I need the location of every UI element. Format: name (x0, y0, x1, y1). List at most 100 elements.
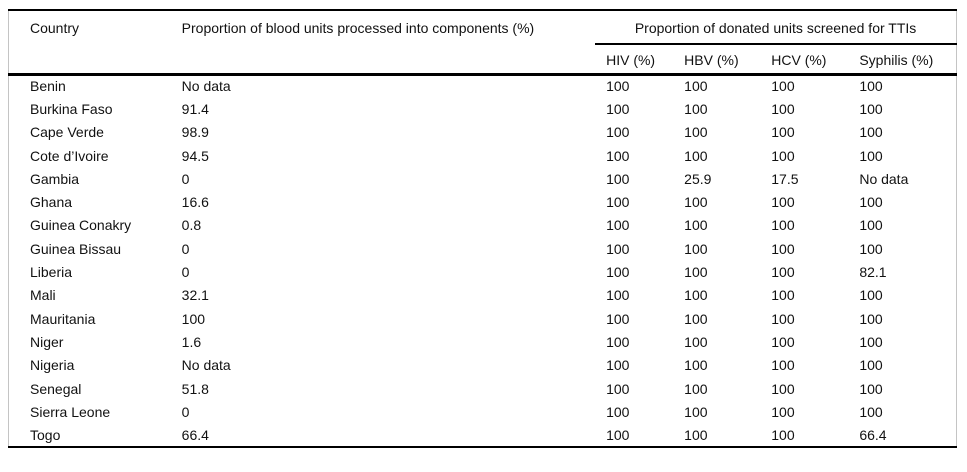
cell-country: Cote d’Ivoire (30, 147, 109, 164)
cell-components: 16.6 (181, 194, 209, 211)
cell-hcv: 100 (771, 333, 795, 350)
cell-syphilis: 82.1 (859, 264, 887, 281)
cell-components: 32.1 (181, 287, 209, 304)
header-row-top: Country Proportion of blood units proces… (8, 10, 957, 76)
cell-hbv: 100 (684, 217, 708, 234)
cell-country: Sierra Leone (30, 403, 111, 420)
page: Country Proportion of blood units proces… (0, 9, 967, 472)
cell-hiv: 100 (606, 287, 630, 304)
blood-screening-table: Country Proportion of blood units proces… (8, 9, 957, 448)
cell-hcv: 100 (771, 287, 795, 304)
cell-country: Burkina Faso (30, 100, 113, 117)
cell-country: Gambia (30, 170, 80, 187)
cell-country: Liberia (30, 264, 73, 281)
cell-hcv: 100 (771, 100, 795, 117)
cell-hbv: 100 (684, 333, 708, 350)
cell-syphilis: No data (859, 170, 909, 187)
cell-hcv: 100 (771, 240, 795, 257)
cell-hcv: 100 (771, 310, 795, 327)
cell-hcv: 100 (771, 147, 795, 164)
table-row: Benin No data 100 100 100 100 (9, 74, 957, 97)
cell-hbv: 100 (684, 287, 708, 304)
cell-hcv: 100 (771, 217, 795, 234)
cell-hiv: 100 (606, 333, 630, 350)
cell-syphilis: 100 (859, 217, 883, 234)
cell-hiv: 100 (606, 357, 630, 374)
cell-country: Guinea Conakry (30, 217, 132, 234)
cell-syphilis: 100 (859, 287, 883, 304)
cell-hiv: 100 (606, 426, 630, 443)
cell-hbv: 100 (684, 264, 708, 281)
cell-components: No data (181, 357, 231, 374)
cell-components: 0 (181, 170, 190, 187)
cell-country: Mauritania (30, 310, 96, 327)
cell-hbv: 100 (684, 124, 708, 141)
cell-syphilis: 100 (859, 310, 883, 327)
table-row: Burkina Faso 91.4 100 100 100 100 (9, 97, 957, 120)
table-row: Togo 66.4 100 100 100 66.4 (9, 423, 957, 446)
cell-components: 0 (181, 403, 190, 420)
cell-components: 0.8 (181, 217, 202, 234)
table-header: Country Proportion of blood units proces… (8, 10, 957, 76)
cell-components: 0 (181, 264, 190, 281)
cell-country: Senegal (30, 380, 82, 397)
cell-hbv: 100 (684, 100, 708, 117)
cell-country: Benin (30, 78, 66, 95)
cell-hcv: 100 (771, 357, 795, 374)
table-row: Cape Verde 98.9 100 100 100 100 (9, 121, 957, 144)
cell-components: 1.6 (181, 333, 202, 350)
cell-hbv: 100 (684, 240, 708, 257)
cell-hcv: 100 (771, 403, 795, 420)
cell-hbv: 100 (684, 194, 708, 211)
cell-hiv: 100 (606, 78, 630, 95)
cell-components: 100 (181, 310, 206, 327)
cell-components: 91.4 (181, 100, 209, 117)
table-row: Nigeria No data 100 100 100 100 (9, 354, 957, 377)
cell-country: Guinea Bissau (30, 240, 122, 257)
cell-syphilis: 100 (859, 124, 883, 141)
cell-country: Mali (30, 287, 56, 304)
cell-components: 51.8 (181, 380, 209, 397)
cell-syphilis: 100 (859, 240, 883, 257)
cell-hcv: 100 (771, 124, 795, 141)
table-row: Senegal 51.8 100 100 100 100 (9, 377, 957, 400)
cell-syphilis: 100 (859, 100, 883, 117)
table-row: Guinea Conakry 0.8 100 100 100 100 (9, 214, 957, 237)
cell-syphilis: 100 (859, 403, 883, 420)
cell-country: Niger (30, 333, 64, 350)
cell-hiv: 100 (606, 100, 630, 117)
cell-hcv: 100 (771, 78, 795, 95)
column-header-hcv: HCV (%) (760, 44, 849, 76)
cell-components: 66.4 (181, 426, 209, 443)
table-row: Gambia 0 100 25.9 17.5 No data (9, 167, 957, 190)
cell-components: 0 (181, 240, 190, 257)
cell-syphilis: 100 (859, 333, 883, 350)
table-row: Mauritania 100 100 100 100 100 (9, 307, 957, 330)
cell-hbv: 100 (684, 403, 708, 420)
column-group-header-tti: Proportion of donated units screened for… (595, 10, 957, 45)
cell-hbv: 100 (684, 147, 708, 164)
cell-hcv: 100 (771, 380, 795, 397)
cell-hbv: 100 (684, 310, 708, 327)
cell-hbv: 100 (684, 357, 708, 374)
header-row-sub: HIV (%) HBV (%) HCV (%) Syphilis (%) (9, 44, 957, 76)
cell-hiv: 100 (606, 147, 630, 164)
cell-country: Togo (30, 426, 61, 443)
cell-hbv: 100 (684, 78, 708, 95)
cell-country: Ghana (30, 194, 73, 211)
table-row: Niger 1.6 100 100 100 100 (9, 330, 957, 353)
cell-hiv: 100 (606, 194, 630, 211)
table-body: Benin No data 100 100 100 100 Burkina Fa… (9, 74, 957, 447)
cell-components: No data (181, 78, 231, 95)
cell-hiv: 100 (606, 240, 630, 257)
cell-hcv: 100 (771, 264, 795, 281)
cell-components: 98.9 (181, 124, 209, 141)
column-header-components: Proportion of blood units processed into… (181, 10, 596, 76)
column-header-syphilis: Syphilis (%) (848, 44, 957, 76)
table-row: Cote d’Ivoire 94.5 100 100 100 100 (9, 144, 957, 167)
cell-country: Nigeria (30, 357, 75, 374)
cell-hiv: 100 (606, 310, 630, 327)
cell-hbv: 25.9 (684, 170, 712, 187)
cell-syphilis: 66.4 (859, 426, 887, 443)
cell-hcv: 17.5 (771, 170, 799, 187)
